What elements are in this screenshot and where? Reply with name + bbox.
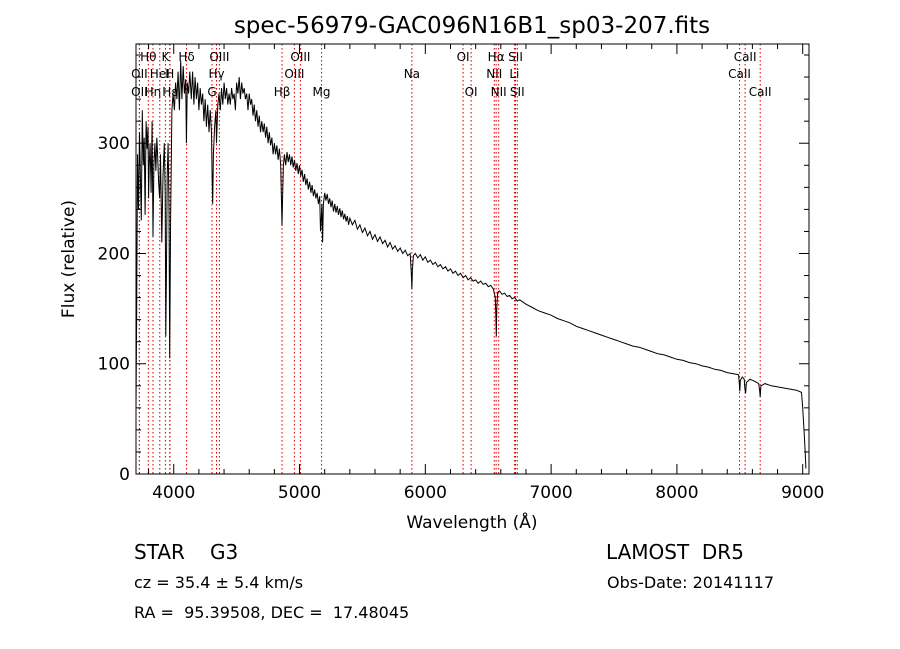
spectral-line-label: Hγ [208, 67, 224, 81]
spectral-line-label: CaII [749, 85, 772, 99]
y-tick-label: 100 [98, 355, 130, 375]
survey-label: LAMOST DR5 [606, 540, 744, 564]
y-tick-label: 0 [119, 465, 130, 485]
x-tick-label: 6000 [404, 483, 447, 503]
spectral-line-label: SII [508, 50, 523, 64]
x-axis-label: Wavelength (Å) [406, 511, 537, 533]
spectral-line-label: OIII [284, 67, 304, 81]
spectral-line-label: NII [491, 85, 507, 99]
spectral-line-label: SII [510, 85, 525, 99]
sky-coordinates: RA = 95.39508, DEC = 17.48045 [134, 603, 410, 622]
redshift-velocity: cz = 35.4 ± 5.4 km/s [134, 573, 304, 592]
spectral-line-label: Hδ [178, 50, 194, 64]
spectral-line-label: Hθ [140, 50, 156, 64]
spectral-line-label: OI [457, 50, 470, 64]
spectral-line-label: K [161, 50, 170, 64]
axis-ticks: 4000 5000 6000 7000 8000 9000 0 100 200 300 [98, 44, 824, 503]
spectral-line-label: H [165, 67, 174, 81]
spectral-line-label: NII [486, 67, 502, 81]
spectral-line-label: Hα [488, 50, 505, 64]
y-tick-label: 200 [98, 244, 130, 264]
spectral-line-label: OII [131, 67, 148, 81]
y-tick-label: 300 [98, 134, 130, 154]
chart-title: spec-56979-GAC096N16B1_sp03-207.fits [234, 13, 710, 39]
spectral-line-label: OIII [209, 50, 229, 64]
spectral-line-markers: OII OII Hθ Hη HeI KH Hε Hδ G Hγ OIII Hβ OIII OIII Mg Na… [131, 44, 772, 474]
spectral-line-label: OIII [290, 50, 310, 64]
spectral-line-label: Hε [162, 85, 178, 99]
spectral-line-label: Hβ [274, 85, 291, 99]
observation-date: Obs-Date: 20141117 [607, 573, 775, 592]
x-tick-label: 5000 [278, 483, 321, 503]
spectral-line-label: OI [465, 85, 478, 99]
spectral-line-label: OII [131, 85, 148, 99]
spectral-line-label: Hη [145, 85, 162, 99]
x-tick-label: 4000 [152, 483, 195, 503]
spectral-line-label: CaII [734, 50, 757, 64]
object-class: STAR [134, 540, 185, 564]
spectral-line-label: CaII [728, 67, 751, 81]
x-tick-label: 7000 [529, 483, 572, 503]
x-tick-label: 9000 [781, 483, 824, 503]
spectral-line-label: G [207, 85, 216, 99]
spectrum-series-line [135, 60, 807, 469]
object-subclass: G3 [210, 540, 239, 564]
spectral-line-label: Mg [313, 85, 331, 99]
x-tick-label: 8000 [655, 483, 698, 503]
spectral-line-label: Na [404, 67, 420, 81]
y-axis-label: Flux (relative) [59, 200, 79, 318]
spectral-line-label: HeI [150, 67, 170, 81]
plot-frame [135, 43, 810, 475]
spectral-line-label: Li [509, 67, 519, 81]
